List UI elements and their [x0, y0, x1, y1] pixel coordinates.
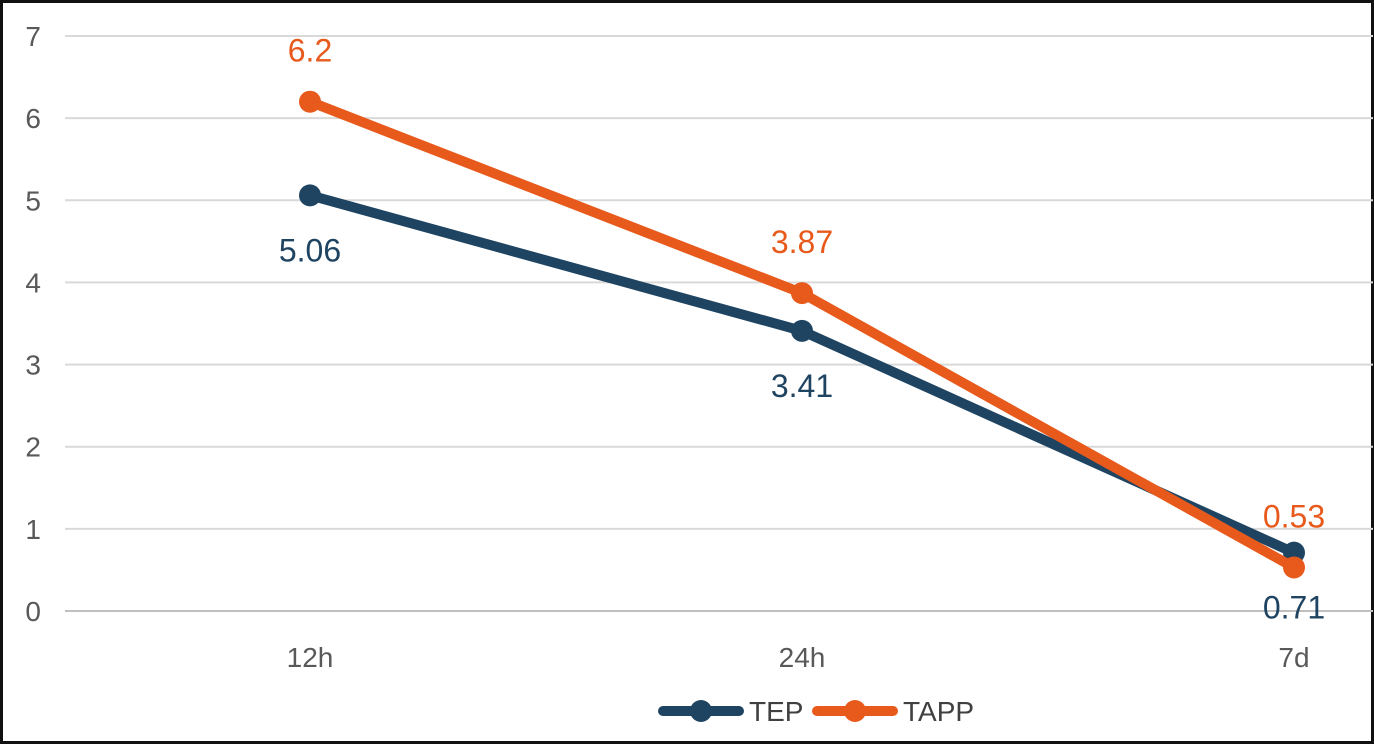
y-tick-label: 3	[25, 350, 41, 381]
x-tick-label: 24h	[779, 642, 826, 673]
line-chart: 0 1 2 3 4 5 6 7 12h 24h 7d 5.06 3.41 0.71 6.2 3.87 0.5…	[25, 21, 1373, 727]
data-point-tapp	[1283, 556, 1305, 579]
data-label-tapp: 3.87	[771, 224, 833, 260]
data-label-tep: 5.06	[279, 232, 341, 268]
legend-label-tapp: TAPP	[903, 696, 974, 727]
gridlines	[65, 35, 1373, 612]
y-axis: 0 1 2 3 4 5 6 7	[25, 21, 41, 627]
y-tick-label: 0	[25, 596, 41, 627]
data-label-tep: 0.71	[1263, 590, 1325, 626]
data-labels: 5.06 3.41 0.71 6.2 3.87 0.53	[279, 33, 1325, 626]
x-tick-label: 7d	[1278, 642, 1309, 673]
y-tick-label: 2	[25, 432, 41, 463]
y-tick-label: 1	[25, 514, 41, 545]
data-point-tep	[791, 319, 813, 342]
data-point-tapp	[299, 90, 321, 113]
y-tick-label: 4	[25, 267, 41, 298]
data-point-tapp	[791, 282, 813, 305]
y-tick-label: 7	[25, 21, 41, 52]
x-tick-label: 12h	[287, 642, 334, 673]
legend-marker-tep	[690, 700, 712, 722]
y-tick-label: 5	[25, 185, 41, 216]
data-label-tapp: 0.53	[1263, 498, 1325, 534]
series-group	[299, 90, 1305, 579]
y-tick-label: 6	[25, 103, 41, 134]
data-label-tep: 3.41	[771, 368, 833, 404]
data-label-tapp: 6.2	[288, 33, 332, 69]
legend-label-tep: TEP	[749, 696, 803, 727]
data-point-tep	[299, 184, 321, 207]
x-axis: 12h 24h 7d	[287, 642, 1310, 673]
legend-marker-tapp	[844, 700, 866, 722]
legend: TEP TAPP	[658, 696, 974, 727]
